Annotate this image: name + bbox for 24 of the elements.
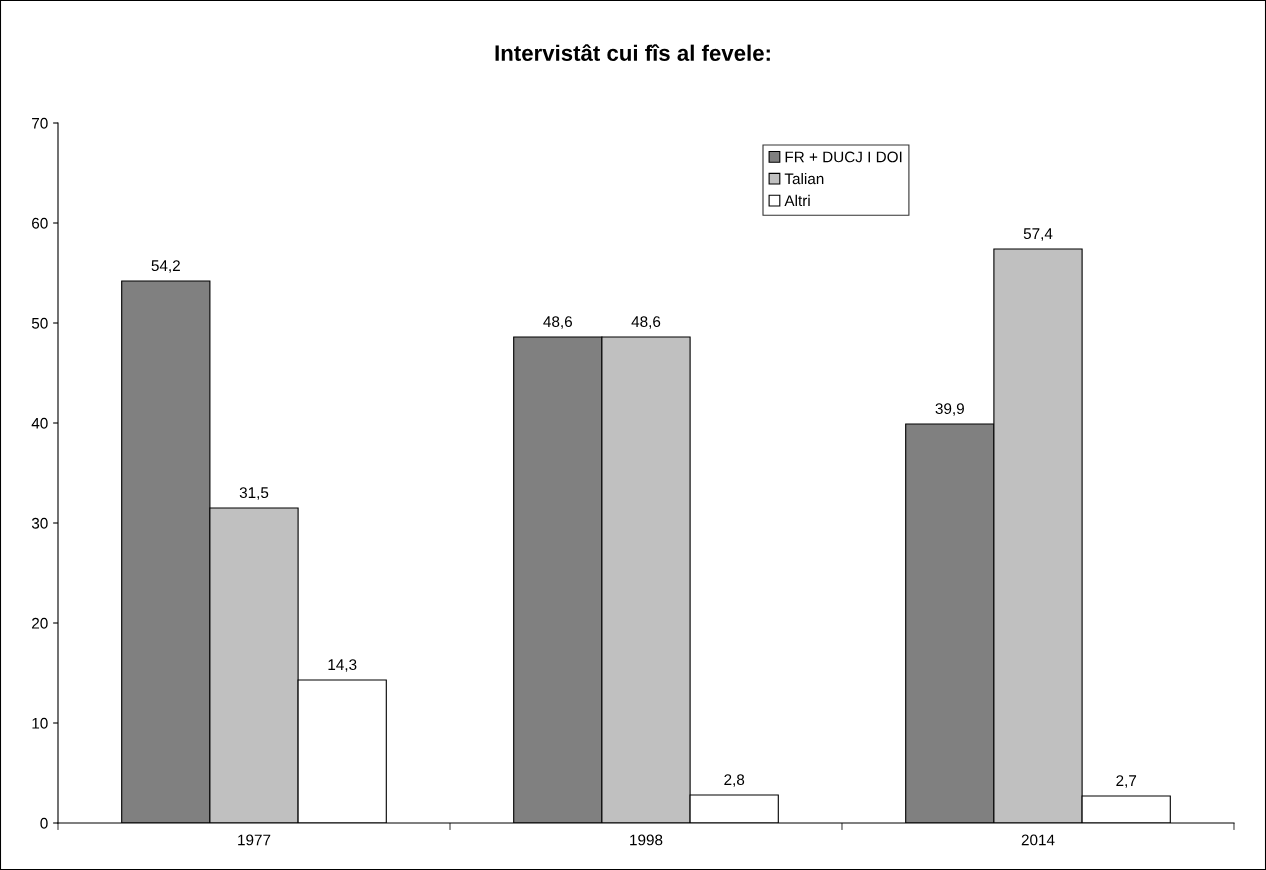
x-tick-label: 1977 xyxy=(238,834,271,846)
y-tick-label: 70 xyxy=(32,117,48,129)
y-tick-label: 60 xyxy=(32,217,48,229)
x-tick-label: 2014 xyxy=(1021,834,1055,846)
y-tick-label: 50 xyxy=(31,317,48,329)
data-label: 2,7 xyxy=(1116,775,1137,788)
data-label: 31,5 xyxy=(239,487,269,500)
y-tick-label: 40 xyxy=(31,417,48,429)
y-tick-label: 30 xyxy=(31,517,48,529)
data-label: 39,9 xyxy=(935,403,964,416)
legend-label: FR + DUCJ I DOI xyxy=(785,151,902,163)
data-label: 48,6 xyxy=(631,316,661,329)
legend-label: Talian xyxy=(784,172,824,185)
x-tick-label: 1998 xyxy=(630,834,663,846)
data-label: 48,6 xyxy=(543,316,572,329)
data-label: 14,3 xyxy=(328,659,357,672)
y-tick-label: 20 xyxy=(32,617,48,629)
data-label: 2,8 xyxy=(724,774,745,787)
legend-label: Altri xyxy=(784,194,810,207)
y-tick-label: 10 xyxy=(32,717,48,729)
data-label: 57,4 xyxy=(1023,228,1053,241)
y-tick-label: 0 xyxy=(40,817,48,829)
chart-title: Intervistât cui fîs al fevele: xyxy=(495,44,770,61)
data-label: 54,2 xyxy=(151,260,180,273)
